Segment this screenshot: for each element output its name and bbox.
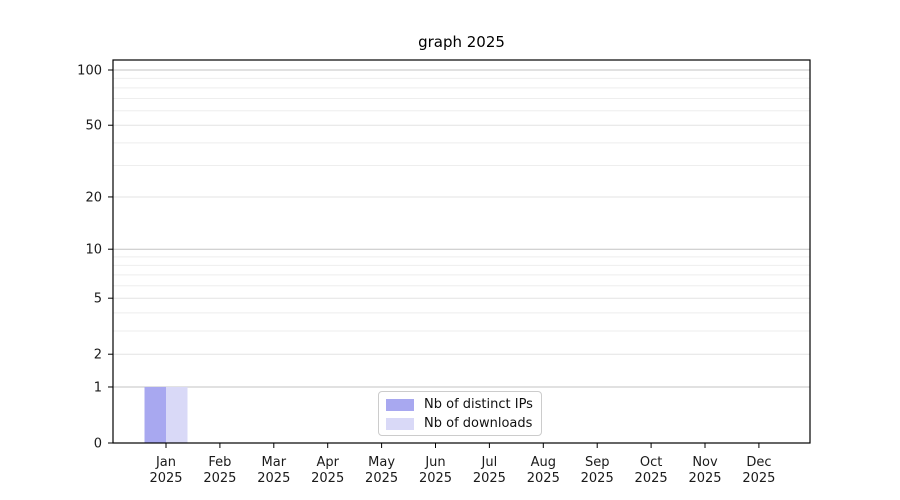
x-tick-label-month: May	[368, 455, 395, 470]
x-tick-label-year: 2025	[635, 471, 668, 486]
x-tick-label-year: 2025	[149, 471, 182, 486]
x-tick-label-year: 2025	[581, 471, 614, 486]
legend-item-downloads: Nb of downloads	[386, 414, 541, 433]
x-tick-label-year: 2025	[203, 471, 236, 486]
bar-downloads	[166, 386, 188, 443]
x-tick-label-year: 2025	[473, 471, 506, 486]
bar-distinct-ips	[144, 386, 166, 443]
y-tick-label: 100	[77, 64, 102, 79]
x-tick-label-year: 2025	[742, 471, 775, 486]
x-tick-label-year: 2025	[365, 471, 398, 486]
plot-border	[112, 59, 811, 444]
x-tick-label-year: 2025	[257, 471, 290, 486]
x-tick-label-month: Dec	[746, 455, 771, 470]
x-tick-label-year: 2025	[311, 471, 344, 486]
y-tick-label: 20	[85, 190, 102, 205]
x-tick-label-year: 2025	[527, 471, 560, 486]
x-tick-label-month: Nov	[692, 455, 718, 470]
legend: Nb of distinct IPs Nb of downloads	[378, 391, 542, 436]
x-tick-label-month: Aug	[531, 455, 556, 470]
legend-label-downloads: Nb of downloads	[424, 416, 533, 431]
x-tick-label-month: Sep	[585, 455, 610, 470]
legend-label-distinct-ips: Nb of distinct IPs	[424, 397, 533, 412]
y-tick-label: 2	[94, 348, 102, 363]
x-tick-label-year: 2025	[688, 471, 721, 486]
x-tick-label-month: Feb	[208, 455, 231, 470]
chart-title: graph 2025	[418, 33, 505, 51]
legend-swatch-downloads	[386, 417, 414, 430]
x-tick-label-year: 2025	[419, 471, 452, 486]
y-tick-label: 10	[85, 243, 102, 258]
y-tick-label: 5	[94, 292, 102, 307]
x-tick-label-month: Jun	[424, 455, 445, 470]
x-tick-label-month: Apr	[316, 455, 339, 470]
x-tick-label-month: Oct	[640, 455, 662, 470]
y-tick-label: 1	[94, 380, 102, 395]
y-tick-label: 0	[94, 437, 102, 452]
x-tick-label-month: Mar	[262, 455, 287, 470]
legend-swatch-distinct-ips	[386, 398, 414, 411]
x-tick-label-month: Jul	[481, 455, 498, 470]
legend-item-distinct-ips: Nb of distinct IPs	[386, 395, 541, 414]
x-tick-label-month: Jan	[155, 455, 176, 470]
y-tick-label: 50	[85, 119, 102, 134]
